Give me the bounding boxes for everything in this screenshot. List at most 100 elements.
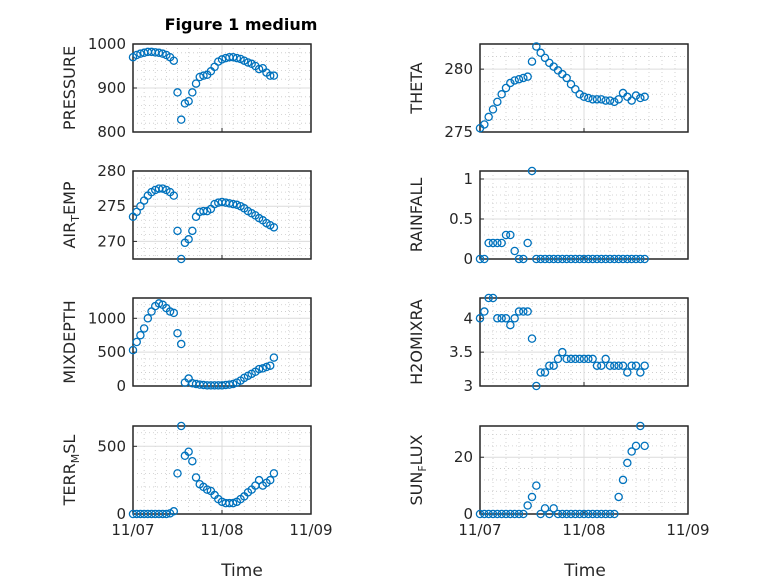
data-point [540,254,550,264]
data-point [640,92,649,102]
data-point [575,509,584,519]
y-tick-label: 1000 [88,35,126,53]
y-tick-label: 500 [97,343,126,361]
y-axis-label: THETA [407,62,426,114]
data-point [584,354,593,364]
data-point [269,353,279,362]
data-point [584,254,593,264]
data-point [154,299,164,308]
data-point [640,254,649,264]
data-point [605,361,615,370]
data-point [592,254,602,264]
data-point [566,79,576,89]
data-point [184,96,193,106]
data-point [269,223,279,232]
data-point [132,50,141,60]
y-axis-label: SUNFLUX [407,434,429,505]
axes-frame [479,297,689,387]
data-point [610,509,619,519]
data-point [636,93,645,103]
data-point [484,112,493,122]
y-tick-label: 3.5 [449,343,473,361]
data-point [228,199,238,209]
data-point [575,254,584,264]
y-axis-label: H2OMIXRA [407,299,426,385]
data-point [571,354,580,364]
data-point [506,320,515,330]
data-point [545,254,554,264]
data-point [571,254,580,264]
data-point [618,254,628,264]
data-point [605,509,615,519]
data-point [631,441,641,451]
data-point [527,57,537,66]
y-tick-label: 275 [97,197,126,215]
y-tick-label: 500 [97,437,126,455]
data-point [475,509,485,519]
data-point [566,254,576,264]
data-point [265,361,275,370]
data-point [265,71,275,80]
y-tick-label: 0.5 [449,210,473,228]
data-point [562,73,571,83]
data-point [254,64,264,74]
data-point [506,509,515,519]
data-point [188,88,197,97]
data-point [493,509,502,519]
data-point [584,93,593,103]
data-point [243,58,253,67]
data-point [143,314,153,323]
data-point [488,238,498,248]
data-point [536,368,545,377]
data-point [536,509,545,519]
x-tick-label: 11/09 [289,521,332,539]
y-tick-label: 0 [116,505,126,523]
data-point [527,492,537,502]
data-point [169,191,179,200]
data-point [497,90,506,99]
data-point [519,73,528,83]
data-point [210,199,219,209]
data-point [640,361,649,370]
data-point [627,447,636,456]
data-point [605,96,615,105]
data-point [506,78,515,88]
data-point [514,509,524,519]
data-point [571,509,580,519]
data-point [173,226,182,236]
y-axis-label: AIRTEMP [60,181,82,248]
data-point [553,254,563,264]
data-point [501,83,511,93]
data-point [232,200,242,210]
data-point [497,509,506,519]
figure-title: Figure 1 medium [165,15,318,34]
data-point [501,314,511,323]
data-point [173,469,182,478]
data-point [480,307,489,316]
data-point [618,475,628,485]
data-point [527,166,537,176]
data-point [480,254,489,264]
y-axis-label: MIXDEPTH [60,300,79,383]
data-point [532,381,541,391]
data-point [176,254,186,264]
data-point [545,361,554,370]
y-tick-label: 900 [97,79,126,97]
data-point [631,254,641,264]
data-point [549,254,558,264]
data-point [514,254,524,264]
data-point [501,230,511,240]
data-point [523,238,532,248]
data-point [575,354,584,364]
axes-frame [132,43,312,133]
data-point [225,380,234,389]
data-point [523,72,532,81]
data-point [536,254,545,264]
data-point [623,254,632,264]
data-point [562,254,571,264]
data-point [199,71,208,80]
y-tick-label: 280 [97,162,126,180]
data-point [579,92,589,102]
data-point [597,509,606,519]
subplot-1: 800 900 1000 PRESSURE [60,35,312,141]
